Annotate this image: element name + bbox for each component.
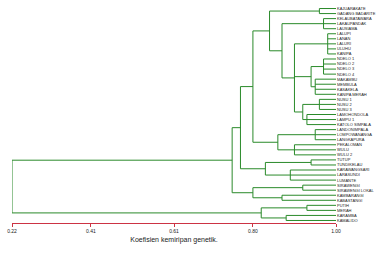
svg-text:ULUHU: ULUHU bbox=[337, 46, 351, 51]
svg-text:KATOLO SIMPALA: KATOLO SIMPALA bbox=[337, 122, 371, 127]
svg-text:LAMPU 1: LAMPU 1 bbox=[337, 117, 355, 122]
svg-text:KARAWANGSARI: KARAWANGSARI bbox=[337, 167, 369, 172]
svg-text:KASAKELA: KASAKELA bbox=[337, 87, 358, 92]
svg-text:0.61: 0.61 bbox=[169, 228, 179, 234]
svg-text:LANGKAPURA: LANGKAPURA bbox=[337, 137, 365, 142]
svg-text:KAMALIDO: KAMALIDO bbox=[337, 218, 358, 223]
svg-text:NDELO 4: NDELO 4 bbox=[337, 72, 355, 77]
svg-text:SIRAWENGI: SIRAWENGI bbox=[337, 183, 360, 188]
svg-text:Koefisien kemiripan genetik.: Koefisien kemiripan genetik. bbox=[130, 236, 218, 244]
svg-text:LAMOHONDOLA: LAMOHONDOLA bbox=[337, 112, 368, 117]
svg-text:NUSU 1: NUSU 1 bbox=[337, 97, 352, 102]
svg-text:NDELO 3: NDELO 3 bbox=[337, 66, 355, 71]
svg-text:LANAN: LANAN bbox=[337, 36, 350, 41]
svg-text:KANIPA MERAH: KANIPA MERAH bbox=[337, 92, 367, 97]
svg-text:WULU: WULU bbox=[337, 147, 349, 152]
svg-text:1.00: 1.00 bbox=[331, 228, 341, 234]
svg-text:NUSU 2: NUSU 2 bbox=[337, 102, 352, 107]
svg-text:MEMBULA: MEMBULA bbox=[337, 82, 357, 87]
svg-text:TUTUP: TUTUP bbox=[337, 157, 351, 162]
svg-text:LANDONIMPALA: LANDONIMPALA bbox=[337, 127, 368, 132]
svg-text:NDELO 2: NDELO 2 bbox=[337, 61, 355, 66]
svg-text:KANIPA: KANIPA bbox=[337, 51, 352, 56]
svg-text:MERAH: MERAH bbox=[337, 208, 352, 213]
svg-text:LAUSIAMA: LAUSIAMA bbox=[337, 26, 358, 31]
svg-text:PUTIH: PUTIH bbox=[337, 203, 349, 208]
svg-text:KAMBARANGI: KAMBARANGI bbox=[337, 193, 364, 198]
svg-text:TUNDIKELAU: TUNDIKELAU bbox=[337, 162, 362, 167]
svg-text:GADANG BADARITE: GADANG BADARITE bbox=[337, 11, 376, 16]
svg-text:0.80: 0.80 bbox=[248, 228, 258, 234]
svg-text:SIRAWENGI LOKAL: SIRAWENGI LOKAL bbox=[337, 188, 375, 193]
svg-text:0.22: 0.22 bbox=[7, 228, 17, 234]
svg-text:KAJUARAKATE: KAJUARAKATE bbox=[337, 6, 366, 11]
svg-text:LALURI: LALURI bbox=[337, 41, 351, 46]
svg-text:LALUPI: LALUPI bbox=[337, 31, 351, 36]
svg-text:WULU 2: WULU 2 bbox=[337, 152, 353, 157]
svg-text:KELAUBATAWARA: KELAUBATAWARA bbox=[337, 16, 372, 21]
svg-text:0.41: 0.41 bbox=[86, 228, 96, 234]
svg-text:LOMPOWANANGA: LOMPOWANANGA bbox=[337, 132, 372, 137]
svg-text:KARAMBA: KARAMBA bbox=[337, 213, 357, 218]
svg-text:LUMANTE: LUMANTE bbox=[337, 178, 356, 183]
svg-text:PEKALOMAN: PEKALOMAN bbox=[337, 142, 362, 147]
svg-text:LAKAUPANDAK: LAKAUPANDAK bbox=[337, 21, 367, 26]
svg-text:KABASTANGI: KABASTANGI bbox=[337, 198, 362, 203]
svg-text:MAKAMBU: MAKAMBU bbox=[337, 77, 357, 82]
svg-text:LARASUNDI: LARASUNDI bbox=[337, 172, 360, 177]
svg-text:NDELO 1: NDELO 1 bbox=[337, 56, 355, 61]
svg-text:NUSU 3: NUSU 3 bbox=[337, 107, 352, 112]
